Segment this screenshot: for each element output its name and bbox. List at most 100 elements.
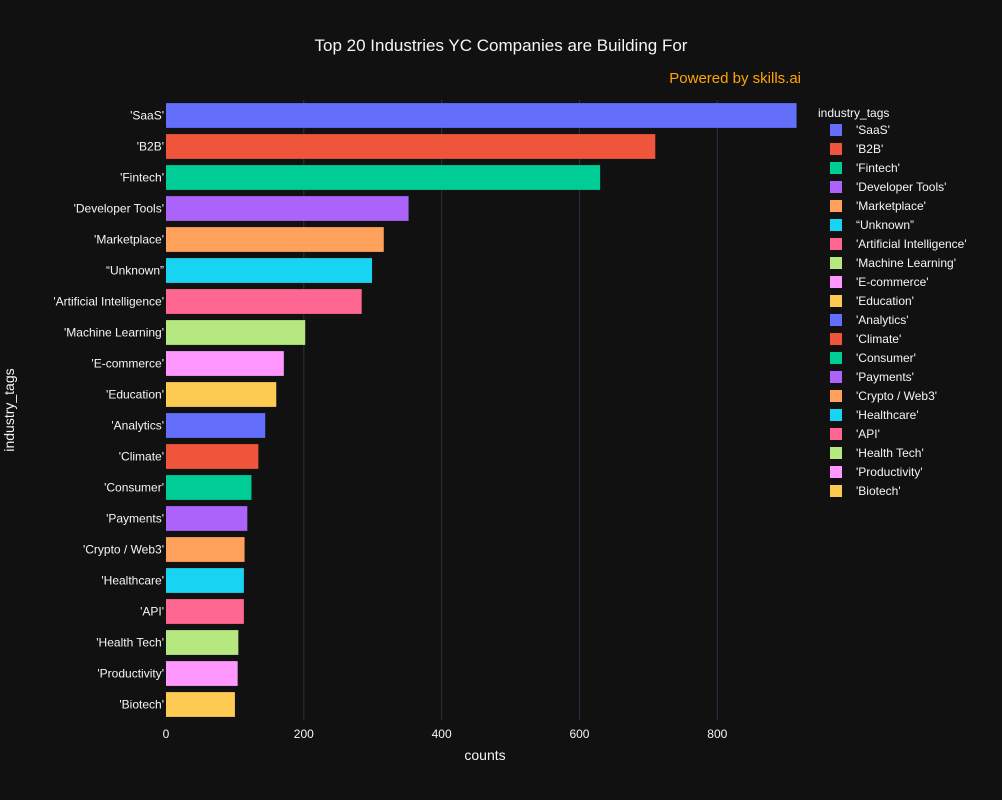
legend-swatch — [830, 295, 842, 307]
chart-subtitle: Powered by skills.ai — [669, 70, 801, 87]
bar[interactable] — [166, 475, 252, 500]
legend-label: 'Marketplace' — [856, 199, 926, 213]
bar[interactable] — [166, 134, 656, 159]
legend-swatch — [830, 428, 842, 440]
legend-item[interactable]: 'Biotech' — [830, 484, 901, 498]
legend-swatch — [830, 352, 842, 364]
legend: industry_tags 'SaaS' 'B2B' 'Fintech' 'Devel… — [818, 106, 967, 498]
legend-item[interactable]: 'B2B' — [830, 142, 883, 156]
legend-item[interactable]: 'Health Tech' — [830, 446, 924, 460]
y-tick-label: 'B2B' — [137, 140, 164, 154]
y-tick-label: 'Crypto / Web3' — [83, 543, 164, 557]
bars — [166, 103, 797, 717]
bar[interactable] — [166, 227, 384, 252]
bar[interactable] — [166, 196, 409, 221]
legend-swatch — [830, 485, 842, 497]
gridlines — [303, 100, 718, 720]
legend-item[interactable]: 'Consumer' — [830, 351, 916, 365]
legend-title: industry_tags — [818, 106, 889, 120]
legend-swatch — [830, 200, 842, 212]
legend-item[interactable]: 'Analytics' — [830, 313, 909, 327]
legend-item[interactable]: 'API' — [830, 427, 880, 441]
legend-item[interactable]: 'Fintech' — [830, 161, 900, 175]
legend-label: 'Crypto / Web3' — [856, 389, 937, 403]
legend-label: 'Artificial Intelligence' — [856, 237, 967, 251]
legend-label: 'E-commerce' — [856, 275, 929, 289]
bar[interactable] — [166, 661, 238, 686]
legend-label: 'Developer Tools' — [856, 180, 946, 194]
y-tick-label: 'Machine Learning' — [64, 326, 164, 340]
legend-swatch — [830, 162, 842, 174]
legend-item[interactable]: 'Payments' — [830, 370, 914, 384]
legend-swatch — [830, 314, 842, 326]
legend-item[interactable]: 'Healthcare' — [830, 408, 919, 422]
y-tick-label: 'Productivity' — [97, 667, 164, 681]
y-tick-label: 'Payments' — [106, 512, 164, 526]
legend-label: 'Education' — [856, 294, 914, 308]
bar[interactable] — [166, 537, 245, 562]
legend-label: 'Health Tech' — [856, 446, 924, 460]
legend-label: 'API' — [856, 427, 880, 441]
legend-label: 'Consumer' — [856, 351, 916, 365]
legend-item[interactable]: 'E-commerce' — [830, 275, 929, 289]
bar[interactable] — [166, 506, 248, 531]
legend-label: 'SaaS' — [856, 123, 890, 137]
chart-title: Top 20 Industries YC Companies are Build… — [315, 36, 688, 55]
legend-label: 'Climate' — [856, 332, 901, 346]
y-tick-label: 'API' — [140, 605, 164, 619]
bar[interactable] — [166, 630, 239, 655]
y-tick-label: 'SaaS' — [130, 109, 164, 123]
bar[interactable] — [166, 258, 373, 283]
legend-item[interactable]: 'Artificial Intelligence' — [830, 237, 967, 251]
legend-item[interactable]: 'SaaS' — [830, 123, 890, 137]
legend-label: 'Analytics' — [856, 313, 909, 327]
legend-label: 'Machine Learning' — [856, 256, 956, 270]
y-tick-label: 'Fintech' — [120, 171, 164, 185]
bar[interactable] — [166, 692, 235, 717]
bar[interactable] — [166, 444, 259, 469]
legend-swatch — [830, 238, 842, 250]
y-tick-label: 'Analytics' — [111, 419, 164, 433]
legend-label: 'Healthcare' — [856, 408, 919, 422]
legend-swatch — [830, 276, 842, 288]
y-tick-label: 'Climate' — [119, 450, 164, 464]
legend-swatch — [830, 390, 842, 402]
legend-item[interactable]: 'Education' — [830, 294, 914, 308]
bar[interactable] — [166, 568, 244, 593]
y-tick-label: 'Marketplace' — [94, 233, 164, 247]
bar[interactable] — [166, 165, 601, 190]
legend-label: 'Productivity' — [856, 465, 923, 479]
y-tick-label: 'Health Tech' — [96, 636, 164, 650]
legend-swatch — [830, 219, 842, 231]
legend-item[interactable]: 'Marketplace' — [830, 199, 926, 213]
legend-item[interactable]: 'Climate' — [830, 332, 901, 346]
x-tick-label: 0 — [163, 727, 170, 741]
legend-swatch — [830, 257, 842, 269]
y-tick-label: 'Consumer' — [104, 481, 164, 495]
y-tick-label: 'Biotech' — [119, 698, 164, 712]
legend-item[interactable]: 'Developer Tools' — [830, 180, 946, 194]
y-axis-title: industry_tags — [1, 368, 17, 451]
bar[interactable] — [166, 413, 266, 438]
legend-label: 'Biotech' — [856, 484, 901, 498]
bar[interactable] — [166, 103, 797, 128]
bar[interactable] — [166, 289, 362, 314]
legend-item[interactable]: “Unknown” — [830, 218, 914, 232]
bar[interactable] — [166, 351, 284, 376]
bar[interactable] — [166, 599, 244, 624]
legend-swatch — [830, 447, 842, 459]
legend-swatch — [830, 371, 842, 383]
legend-swatch — [830, 181, 842, 193]
legend-label: “Unknown” — [856, 218, 914, 232]
legend-item[interactable]: 'Crypto / Web3' — [830, 389, 937, 403]
y-tick-label: 'E-commerce' — [91, 357, 164, 371]
legend-item[interactable]: 'Productivity' — [830, 465, 923, 479]
bar[interactable] — [166, 382, 277, 407]
y-tick-label: 'Artificial Intelligence' — [53, 295, 164, 309]
legend-swatch — [830, 409, 842, 421]
legend-swatch — [830, 124, 842, 136]
bar[interactable] — [166, 320, 306, 345]
legend-swatch — [830, 333, 842, 345]
legend-item[interactable]: 'Machine Learning' — [830, 256, 956, 270]
